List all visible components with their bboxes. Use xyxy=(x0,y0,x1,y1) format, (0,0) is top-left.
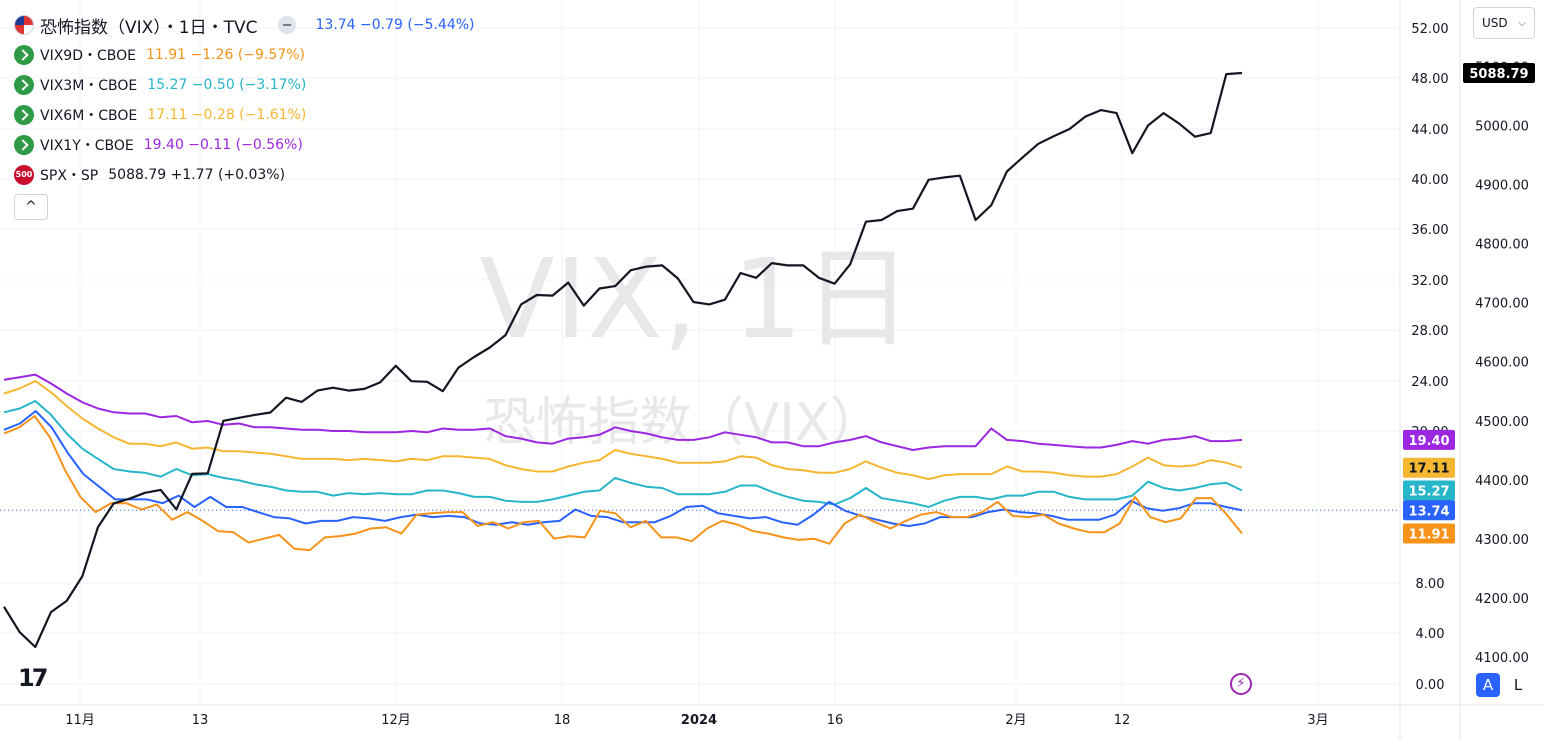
legend-symbol: VIX3M・CBOE xyxy=(40,78,138,94)
chart-grid xyxy=(0,0,1400,705)
series-line-spx xyxy=(3,71,1243,649)
series-line-vix xyxy=(3,410,1243,527)
us-flag-icon xyxy=(14,15,34,35)
lightning-icon[interactable]: ⚡ xyxy=(1230,673,1252,695)
x-axis-tick: 12 xyxy=(1114,713,1131,728)
legend-values: 15.27 −0.50 (−3.17%) xyxy=(147,77,307,93)
last-value-badge xyxy=(1463,63,1535,84)
last-value-label: 5088.79 xyxy=(1469,67,1528,82)
symbol-menu-button[interactable] xyxy=(277,16,296,34)
last-value-badge xyxy=(1403,429,1455,450)
main-values: 13.74 −0.79 (−5.44%) xyxy=(315,17,475,33)
x-axis-tick: 2024 xyxy=(681,713,717,728)
right-axis-tick: 4700.00 xyxy=(1475,297,1529,312)
legend-values: 5088.79 +1.77 (+0.03%) xyxy=(108,167,286,183)
green-arrow-icon xyxy=(14,75,34,95)
green-arrow-icon xyxy=(14,45,34,65)
left-axis-tick: 28.00 xyxy=(1411,324,1448,339)
currency-dropdown[interactable]: USD ⌵ xyxy=(1473,7,1535,39)
right-axis-tick: 4600.00 xyxy=(1475,356,1529,371)
right-axis-tick: 4900.00 xyxy=(1475,179,1529,194)
x-axis-tick: 2月 xyxy=(1005,713,1026,728)
last-value-label: 17.11 xyxy=(1408,462,1449,477)
left-axis-tick: 24.00 xyxy=(1411,375,1448,390)
last-value-badge xyxy=(1403,500,1455,521)
left-axis-tick: 8.00 xyxy=(1416,577,1445,592)
last-value-badge xyxy=(1403,523,1455,544)
legend-row[interactable]: VIX9D・CBOE 11.91 −1.26 (−9.57%) xyxy=(14,40,475,70)
main-title: 恐怖指数（VIX）・1日・TVC xyxy=(40,17,258,38)
watermark-subtitle: 恐怖指数（VIX） xyxy=(484,393,883,453)
left-axis-tick: 4.00 xyxy=(1416,627,1445,642)
chevron-down-icon: ⌵ xyxy=(1518,17,1526,29)
legend-row[interactable]: 500 SPX・SP 5088.79 +1.77 (+0.03%) xyxy=(14,160,475,190)
legend: 恐怖指数（VIX）・1日・TVC 13.74 −0.79 (−5.44%) VI… xyxy=(14,10,475,220)
left-axis-tick: 40.00 xyxy=(1411,173,1448,188)
left-axis-tick: 52.00 xyxy=(1411,22,1448,37)
right-axis-tick: 4100.00 xyxy=(1475,651,1529,666)
green-arrow-icon xyxy=(14,105,34,125)
x-axis-tick: 11月 xyxy=(65,713,95,728)
series-line-vix3m xyxy=(3,400,1243,508)
right-axis-tick: 4400.00 xyxy=(1475,474,1529,489)
legend-values: 11.91 −1.26 (−9.57%) xyxy=(145,47,305,63)
x-axis-tick: 13 xyxy=(192,713,209,728)
x-axis-tick: 12月 xyxy=(381,713,411,728)
right-axis-tick: 5000.00 xyxy=(1475,119,1529,134)
green-arrow-icon xyxy=(14,135,34,155)
legend-main-row[interactable]: 恐怖指数（VIX）・1日・TVC 13.74 −0.79 (−5.44%) xyxy=(14,10,475,40)
watermark-title: VIX, 1日 xyxy=(480,235,913,363)
last-value-label: 11.91 xyxy=(1408,527,1449,542)
legend-values: 19.40 −0.11 (−0.56%) xyxy=(143,137,303,153)
last-value-badge xyxy=(1403,480,1455,501)
series-line-vix1y xyxy=(3,373,1243,451)
right-axis-tick: 4300.00 xyxy=(1475,533,1529,548)
left-axis-tick: 48.00 xyxy=(1411,72,1448,87)
legend-symbol: VIX9D・CBOE xyxy=(40,48,136,64)
last-value-label: 13.74 xyxy=(1408,504,1449,519)
legend-row[interactable]: VIX1Y・CBOE 19.40 −0.11 (−0.56%) xyxy=(14,130,475,160)
legend-symbol: SPX・SP xyxy=(40,168,99,184)
right-axis-tick: 4800.00 xyxy=(1475,238,1529,253)
collapse-legend-button[interactable]: ^ xyxy=(14,194,48,220)
last-value-badge xyxy=(1403,457,1455,478)
x-axis-tick: 18 xyxy=(554,713,571,728)
last-value-label: 15.27 xyxy=(1408,485,1449,500)
right-axis-tick: 4500.00 xyxy=(1475,415,1529,430)
x-axis-tick: 3月 xyxy=(1307,713,1328,728)
sp500-icon: 500 xyxy=(14,165,34,185)
left-axis-tick: 0.00 xyxy=(1416,678,1445,693)
log-scale-button[interactable]: L xyxy=(1513,676,1523,694)
series-line-vix9d xyxy=(3,415,1243,552)
currency-label: USD xyxy=(1482,16,1508,30)
legend-symbol: VIX6M・CBOE xyxy=(40,108,138,124)
series-line-vix6m xyxy=(3,380,1243,481)
legend-row[interactable]: VIX6M・CBOE 17.11 −0.28 (−1.61%) xyxy=(14,100,475,130)
left-axis-tick: 36.00 xyxy=(1411,223,1448,238)
last-value-label: 19.40 xyxy=(1408,434,1449,449)
legend-values: 17.11 −0.28 (−1.61%) xyxy=(147,107,307,123)
legend-row[interactable]: VIX3M・CBOE 15.27 −0.50 (−3.17%) xyxy=(14,70,475,100)
left-axis-tick: 32.00 xyxy=(1411,274,1448,289)
auto-scale-button[interactable]: A xyxy=(1476,673,1500,697)
right-axis-tick: 4200.00 xyxy=(1475,592,1529,607)
tradingview-logo-icon: 17 xyxy=(18,664,48,692)
series-layer xyxy=(3,71,1243,649)
last-value-labels: 19.40 17.11 15.27 13.74 11.91 5088.79 xyxy=(1403,63,1535,544)
x-axis-tick: 16 xyxy=(827,713,844,728)
left-axis-tick: 44.00 xyxy=(1411,123,1448,138)
legend-symbol: VIX1Y・CBOE xyxy=(40,138,134,154)
